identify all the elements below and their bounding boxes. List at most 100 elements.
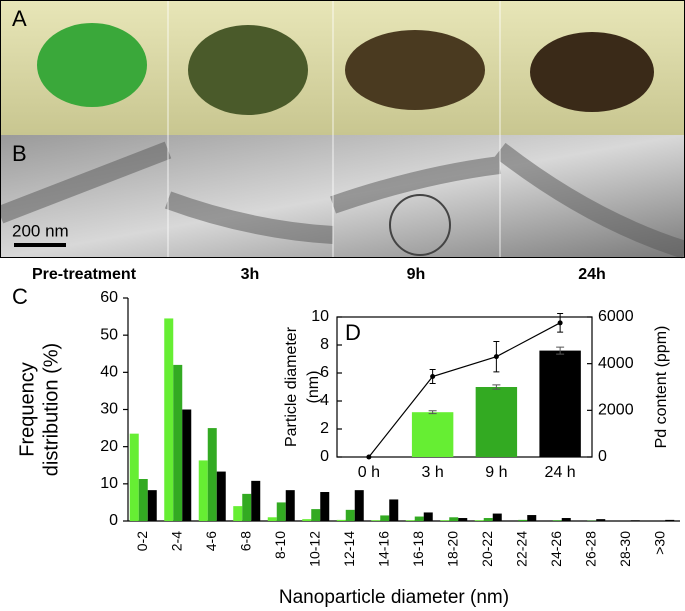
photo-panels: A B 200 nm Pre-treatment 3h 9h 24h — [0, 0, 685, 283]
bar — [371, 520, 381, 521]
x-tick-label: 8-10 — [272, 531, 288, 559]
x-tick-label: 18-20 — [444, 531, 460, 567]
bar — [527, 515, 537, 521]
bar — [665, 519, 675, 521]
x-tick-label: >30 — [651, 531, 667, 555]
bar — [492, 513, 502, 521]
bar — [311, 509, 321, 521]
bar — [302, 519, 312, 521]
plant-photo — [188, 25, 308, 115]
x-tick-label: 22-24 — [513, 531, 529, 567]
bar — [458, 518, 468, 521]
bar — [242, 493, 252, 521]
y-tick-label: 20 — [100, 438, 118, 455]
y-tick-label: 60 — [100, 289, 118, 306]
plant-photo — [37, 23, 147, 107]
bar — [561, 518, 571, 521]
x-tick-label: 26-28 — [582, 531, 598, 567]
line-point — [493, 354, 499, 360]
y2-tick-label: 4000 — [598, 355, 634, 372]
y-tick-label: 2 — [320, 420, 329, 437]
y-tick-label: 10 — [100, 475, 118, 492]
x-tick-label: 0 h — [358, 464, 380, 481]
bar — [405, 520, 415, 521]
column-label: 3h — [241, 266, 260, 283]
panel-label: B — [12, 141, 27, 166]
x-tick-label: 6-8 — [237, 531, 253, 551]
y2-tick-label: 0 — [598, 448, 607, 465]
x-tick-label: 20-22 — [479, 531, 495, 567]
bar — [147, 490, 157, 521]
bar — [354, 490, 364, 521]
x-tick-label: 24-26 — [548, 531, 564, 567]
x-tick-label: 4-6 — [203, 531, 219, 551]
x-tick-label: 16-18 — [410, 531, 426, 567]
x-tick-label: 10-12 — [306, 531, 322, 567]
line-point — [366, 454, 372, 460]
error-bar — [492, 384, 501, 390]
plant-photo — [530, 32, 654, 112]
bar — [483, 518, 493, 521]
y-axis-label: Particle diameter — [283, 326, 300, 447]
x-tick-label: 3 h — [422, 464, 444, 481]
bar — [630, 520, 640, 521]
y2-tick-label: 6000 — [598, 308, 634, 325]
bar — [474, 520, 484, 521]
x-tick-label: 28-30 — [617, 531, 633, 567]
y-tick-label: 8 — [320, 336, 329, 353]
scale-bar — [14, 243, 66, 247]
bar — [475, 387, 518, 457]
y-tick-label: 0 — [109, 512, 118, 529]
bar — [449, 517, 459, 521]
y-axis-label: (nm) — [305, 371, 322, 404]
y2-tick-label: 2000 — [598, 402, 634, 419]
x-tick-label: 14-16 — [375, 531, 391, 567]
x-tick-label: 24 h — [545, 464, 576, 481]
bar — [129, 433, 139, 521]
bar — [380, 515, 390, 521]
panel-label: D — [345, 320, 361, 345]
panel-label: C — [12, 284, 28, 309]
bar — [216, 471, 226, 521]
scale-bar-label: 200 nm — [12, 221, 69, 240]
bar — [164, 318, 174, 521]
line — [368, 322, 561, 458]
bar — [440, 520, 450, 521]
bar — [539, 350, 581, 457]
y-tick-label: 4 — [320, 392, 329, 409]
y2-axis-label: Pd content (ppm) — [653, 326, 670, 449]
frame-lines — [167, 0, 501, 258]
bar — [207, 428, 217, 521]
tem-membrane — [0, 141, 685, 259]
bar — [320, 492, 330, 521]
bar — [336, 519, 346, 521]
bar — [414, 516, 424, 521]
bar — [345, 509, 355, 521]
bar — [423, 512, 433, 521]
panel-label: A — [12, 6, 27, 31]
bar — [233, 506, 243, 521]
y-tick-label: 50 — [100, 326, 118, 343]
bar — [251, 480, 261, 521]
y-tick-label: 30 — [100, 401, 118, 418]
bar — [552, 520, 562, 521]
bar — [173, 364, 183, 521]
plant-photo — [345, 30, 485, 110]
x-tick-label: 9 h — [485, 464, 507, 481]
column-label: 9h — [407, 266, 426, 283]
bar — [182, 409, 192, 521]
y-tick-label: 0 — [320, 448, 329, 465]
y-axis-label: distribution (%) — [40, 343, 62, 476]
bar — [596, 519, 606, 521]
line-point — [557, 320, 563, 326]
line-point — [430, 374, 436, 379]
column-label: 24h — [578, 266, 606, 283]
bar — [285, 490, 295, 521]
error-bar — [556, 346, 565, 355]
y-tick-label: 10 — [311, 308, 329, 325]
error-bar — [428, 410, 437, 415]
x-tick-label: 2-4 — [168, 531, 184, 551]
column-label: Pre-treatment — [32, 266, 137, 283]
bar — [138, 479, 148, 521]
